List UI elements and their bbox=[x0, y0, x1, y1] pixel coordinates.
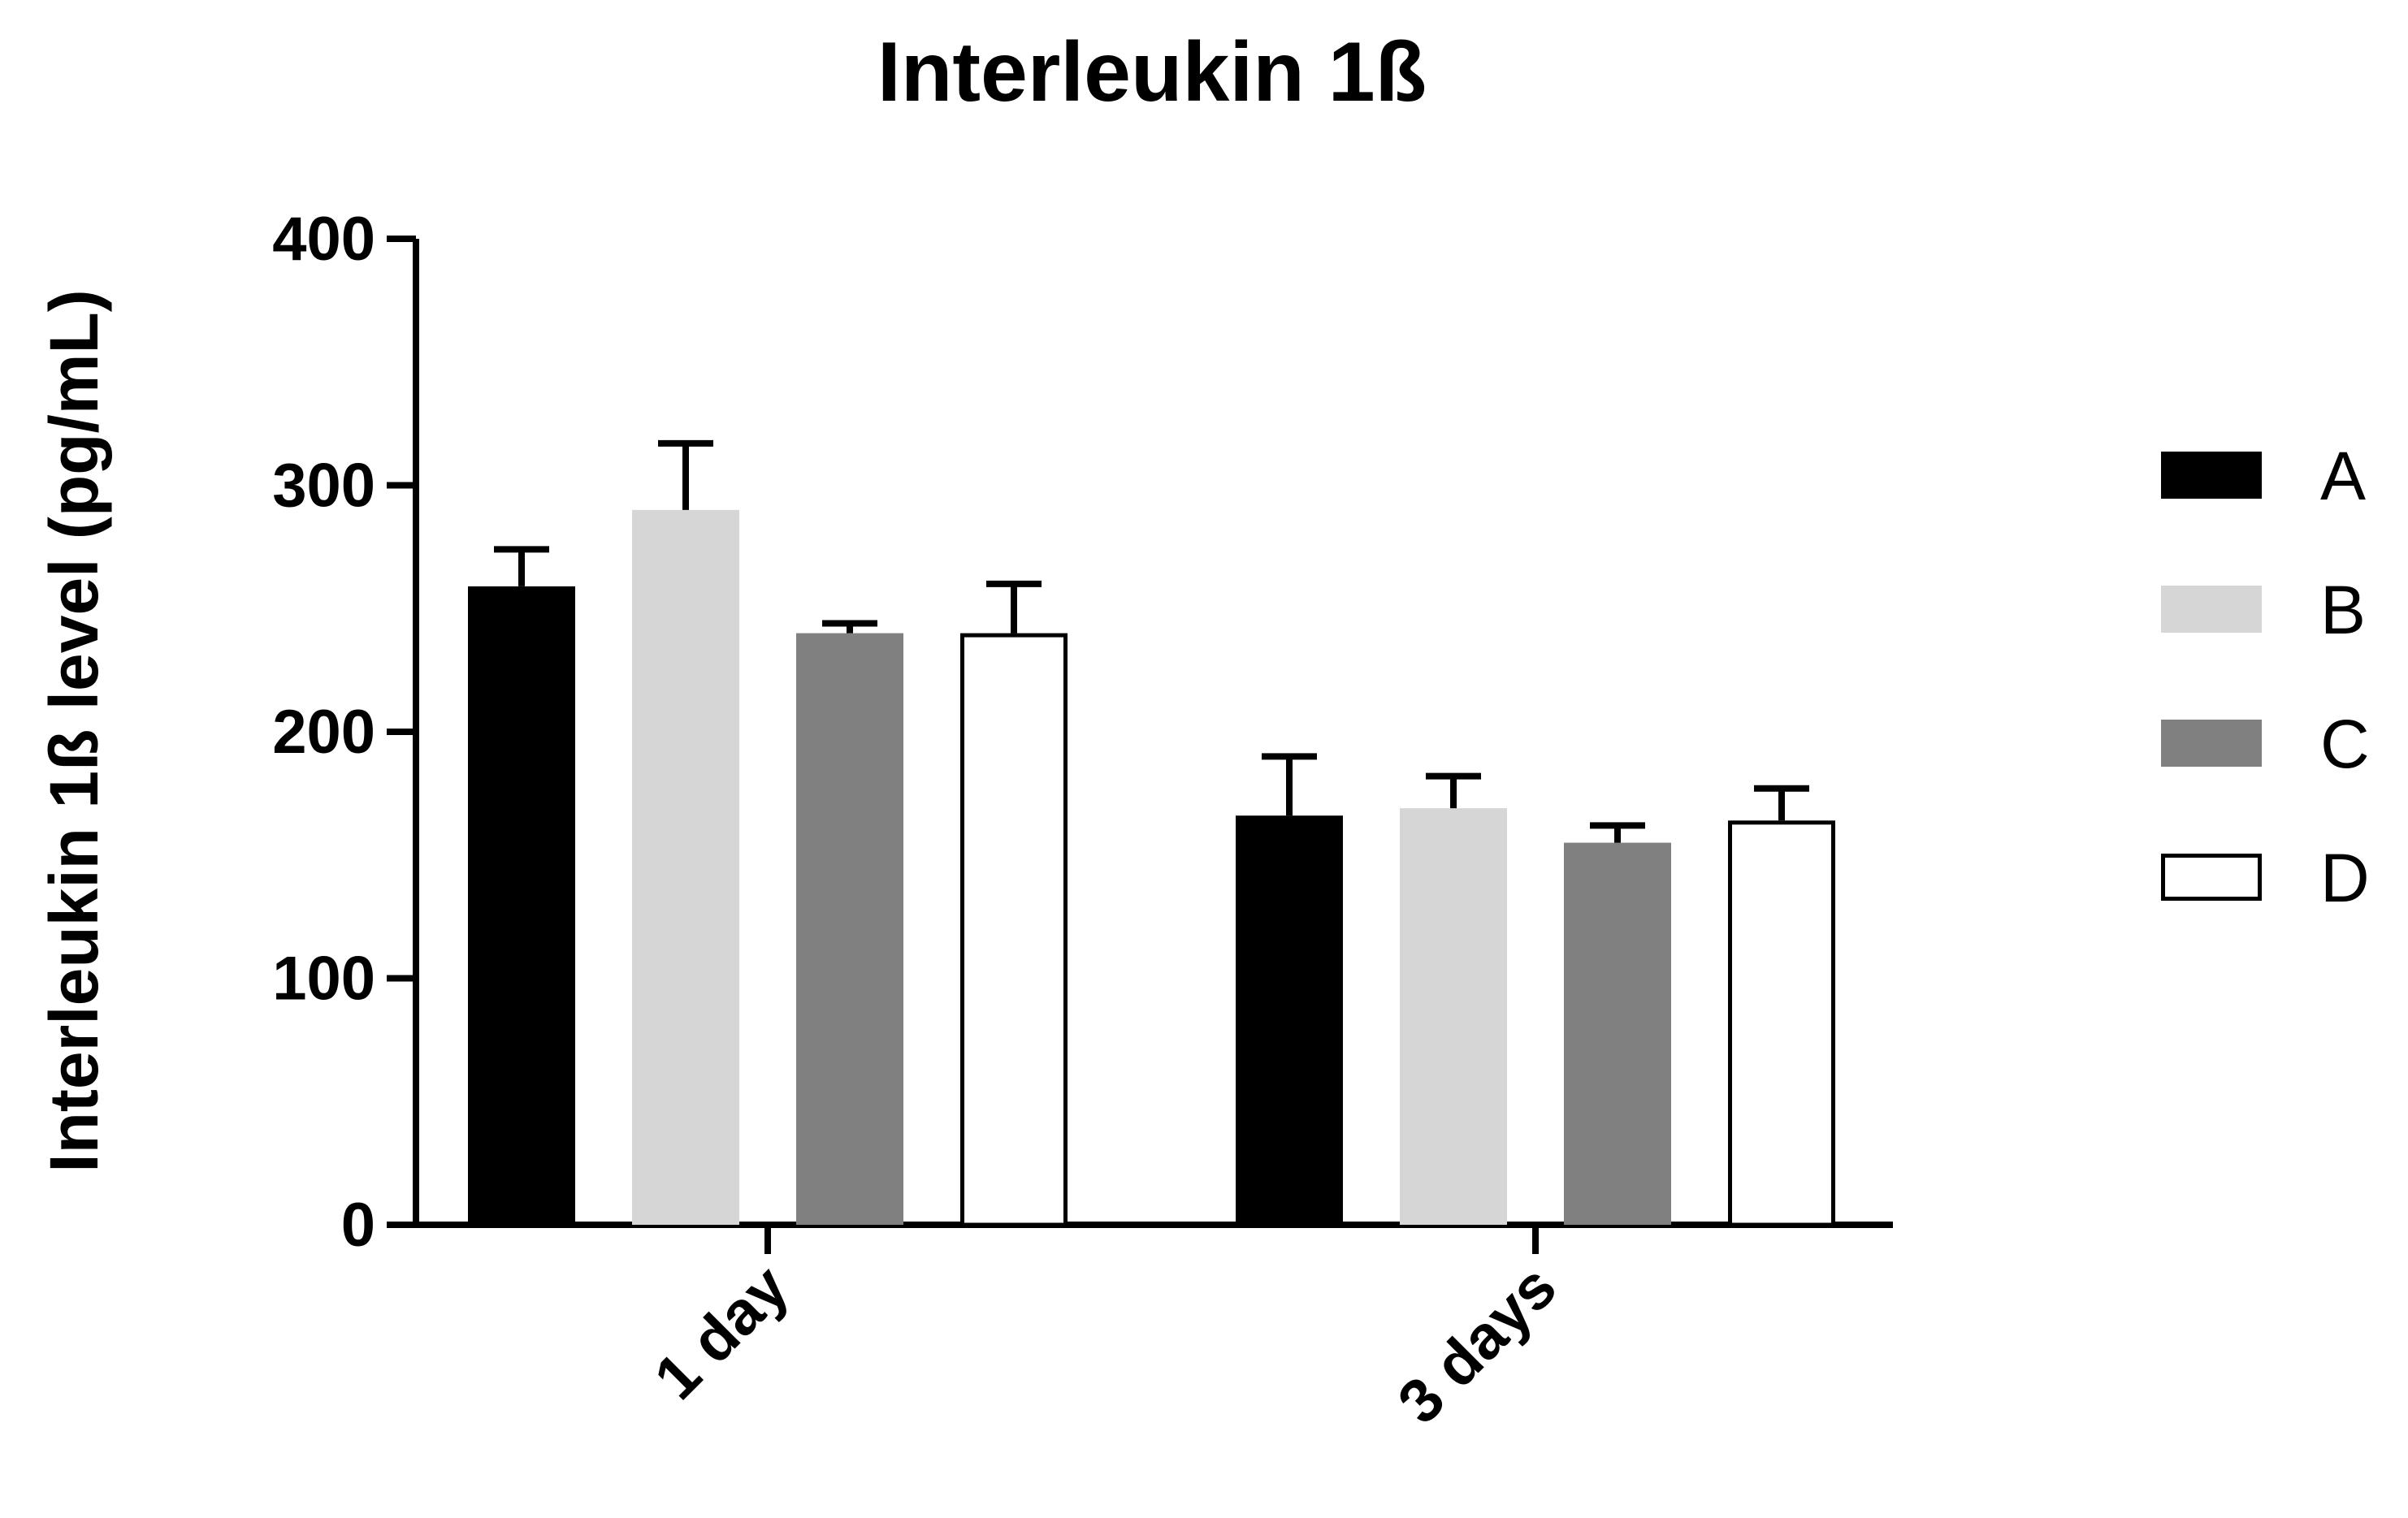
legend-label: C bbox=[2320, 706, 2370, 782]
y-tick-label: 100 bbox=[272, 945, 375, 1014]
category-label: 3 days bbox=[1385, 1252, 1570, 1437]
bar bbox=[1564, 842, 1671, 1225]
bar bbox=[960, 633, 1068, 1227]
bar bbox=[468, 586, 575, 1225]
legend-label: D bbox=[2320, 840, 2370, 916]
y-tick-label: 0 bbox=[341, 1191, 375, 1260]
bar bbox=[1400, 808, 1507, 1225]
y-axis-label: Interleukin 1ß level (pg/mL) bbox=[36, 289, 112, 1173]
y-tick-label: 400 bbox=[272, 205, 375, 274]
y-tick-label: 300 bbox=[272, 452, 375, 521]
chart-title: Interleukin 1ß bbox=[877, 25, 1427, 119]
legend-swatch bbox=[2161, 586, 2262, 633]
legend-label: A bbox=[2320, 438, 2366, 514]
legend-swatch bbox=[2161, 452, 2262, 499]
y-tick-label: 200 bbox=[272, 698, 375, 767]
category-label: 1 day bbox=[641, 1252, 802, 1413]
bar bbox=[796, 633, 903, 1225]
plot-area: 0 100 200 300 400 1 day 3 days bbox=[272, 205, 1893, 1437]
bar bbox=[632, 509, 739, 1225]
legend-label: B bbox=[2320, 572, 2366, 648]
legend-swatch bbox=[2161, 720, 2262, 767]
bar bbox=[1728, 820, 1835, 1227]
legend-swatch bbox=[2161, 854, 2262, 901]
bar bbox=[1236, 815, 1343, 1225]
